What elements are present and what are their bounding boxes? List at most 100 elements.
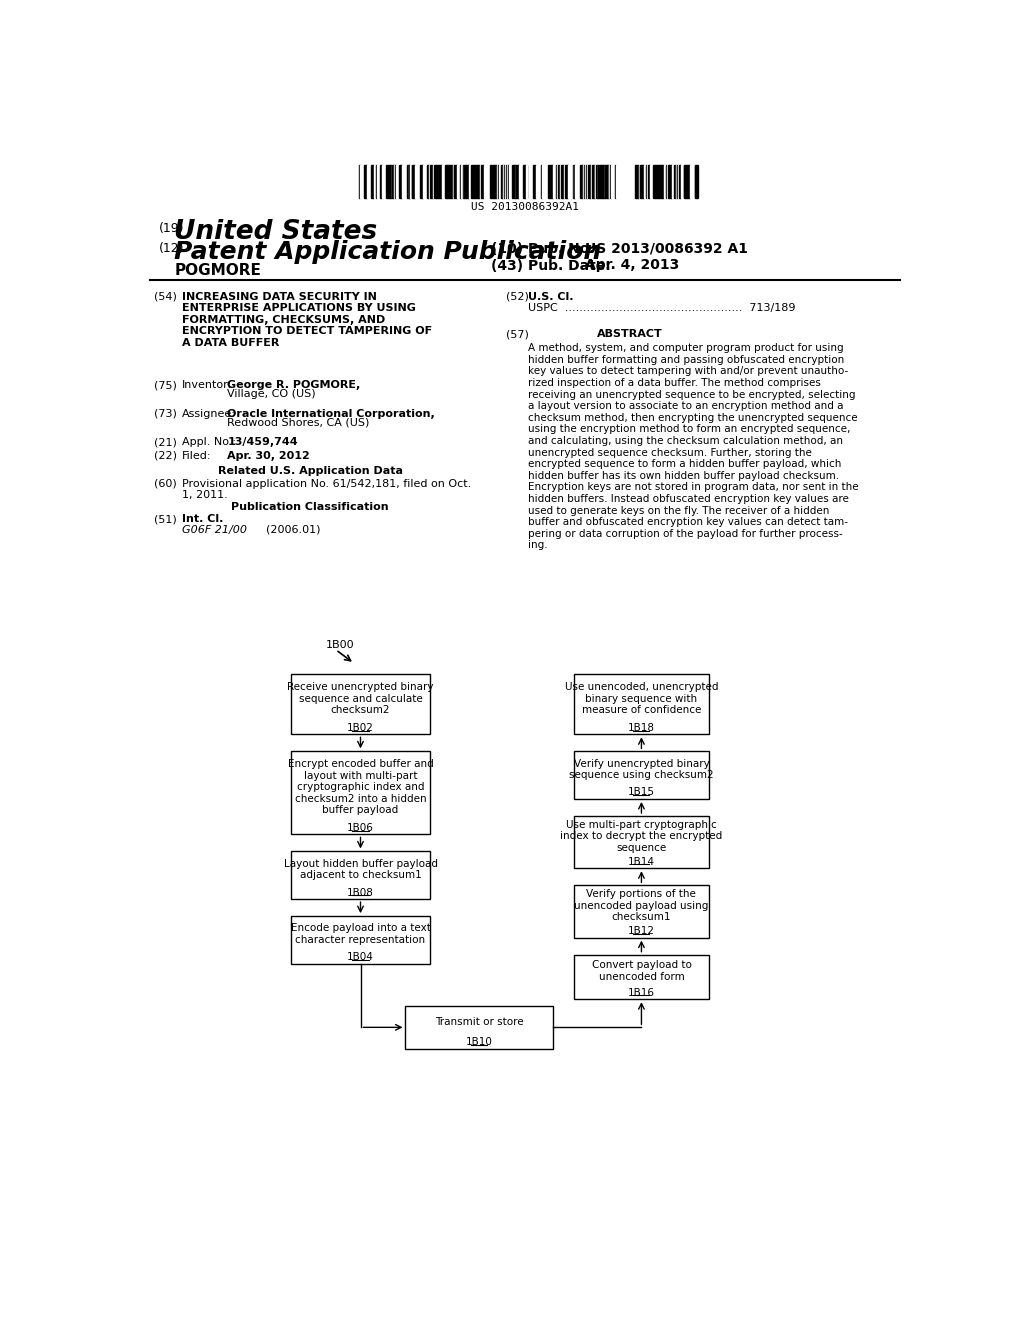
Text: Publication Classification: Publication Classification: [231, 502, 389, 512]
Bar: [630, 165, 633, 198]
Bar: [648, 165, 649, 198]
Bar: [527, 165, 528, 198]
Bar: [601, 165, 602, 198]
Bar: [382, 165, 385, 198]
Bar: [644, 165, 646, 198]
Bar: [410, 165, 412, 198]
Bar: [625, 165, 627, 198]
Bar: [481, 165, 483, 198]
Bar: [378, 165, 380, 198]
Bar: [590, 165, 592, 198]
Text: (19): (19): [159, 222, 184, 235]
Bar: [385, 165, 386, 198]
Bar: [534, 165, 536, 198]
Text: 1B08: 1B08: [347, 887, 374, 898]
Bar: [582, 165, 583, 198]
Text: Oracle International Corporation,: Oracle International Corporation,: [227, 409, 435, 418]
Bar: [386, 165, 388, 198]
Text: (10) Pub. No.:: (10) Pub. No.:: [490, 242, 600, 256]
Bar: [475, 165, 477, 198]
Bar: [377, 165, 378, 198]
Bar: [550, 165, 552, 198]
Bar: [536, 165, 538, 198]
Bar: [573, 886, 710, 937]
Bar: [686, 165, 688, 198]
Text: Layout hidden buffer payload
adjacent to checksum1: Layout hidden buffer payload adjacent to…: [284, 859, 437, 880]
Bar: [492, 165, 493, 198]
Bar: [672, 165, 675, 198]
Bar: [399, 165, 400, 198]
Bar: [372, 165, 373, 198]
Bar: [390, 165, 391, 198]
Text: Verify unencrypted binary
sequence using checksum2: Verify unencrypted binary sequence using…: [569, 759, 714, 780]
Text: Receive unencrypted binary
sequence and calculate
checksum2: Receive unencrypted binary sequence and …: [288, 682, 434, 715]
Bar: [291, 751, 430, 834]
Bar: [580, 165, 582, 198]
Bar: [418, 165, 420, 198]
Bar: [357, 165, 359, 198]
Text: (12): (12): [159, 242, 184, 255]
Bar: [439, 165, 442, 198]
Bar: [510, 165, 512, 198]
Text: Apr. 30, 2012: Apr. 30, 2012: [227, 451, 310, 461]
Bar: [367, 165, 369, 198]
Text: INCREASING DATA SECURITY IN
ENTERPRISE APPLICATIONS BY USING
FORMATTING, CHECKSU: INCREASING DATA SECURITY IN ENTERPRISE A…: [182, 292, 432, 348]
Bar: [425, 165, 427, 198]
Text: (57): (57): [506, 330, 529, 339]
Text: US 2013/0086392 A1: US 2013/0086392 A1: [586, 242, 749, 256]
Bar: [548, 165, 550, 198]
Bar: [545, 165, 547, 198]
Bar: [575, 165, 579, 198]
Text: US 20130086392A1: US 20130086392A1: [471, 202, 579, 211]
Bar: [480, 165, 481, 198]
Bar: [646, 165, 647, 198]
Text: Verify portions of the
unencoded payload using
checksum1: Verify portions of the unencoded payload…: [574, 890, 709, 923]
Bar: [508, 165, 509, 198]
Text: (2006.01): (2006.01): [266, 525, 321, 535]
Bar: [690, 165, 692, 198]
Bar: [434, 165, 435, 198]
Text: Use multi-part cryptographic
index to decrypt the encrypted
sequence: Use multi-part cryptographic index to de…: [560, 820, 723, 853]
Bar: [643, 165, 644, 198]
Bar: [451, 165, 453, 198]
Text: Encode payload into a text
character representation: Encode payload into a text character rep…: [291, 924, 430, 945]
Bar: [407, 165, 409, 198]
Bar: [662, 165, 664, 198]
Bar: [538, 165, 541, 198]
Bar: [397, 165, 399, 198]
Text: ABSTRACT: ABSTRACT: [597, 330, 664, 339]
Text: 1B00: 1B00: [326, 640, 354, 649]
Bar: [291, 675, 430, 734]
Text: U.S. Cl.: U.S. Cl.: [528, 292, 573, 301]
Bar: [568, 165, 570, 198]
Bar: [640, 165, 642, 198]
Text: 1B06: 1B06: [347, 822, 374, 833]
Text: (21): (21): [154, 437, 176, 447]
Bar: [359, 165, 362, 198]
Text: 1B02: 1B02: [347, 723, 374, 733]
Text: Filed:: Filed:: [182, 451, 212, 461]
Bar: [543, 165, 545, 198]
Bar: [614, 165, 616, 198]
Text: Village, CO (US): Village, CO (US): [227, 389, 315, 400]
Bar: [369, 165, 372, 198]
Bar: [584, 165, 586, 198]
Bar: [404, 165, 407, 198]
Bar: [593, 165, 595, 198]
Bar: [657, 165, 658, 198]
Bar: [413, 165, 415, 198]
Bar: [403, 165, 404, 198]
Bar: [589, 165, 590, 198]
Text: 1B15: 1B15: [628, 788, 655, 797]
Text: Inventor:: Inventor:: [182, 380, 232, 391]
Bar: [554, 165, 556, 198]
Bar: [460, 165, 461, 198]
Text: (54): (54): [154, 292, 176, 301]
Bar: [692, 165, 694, 198]
Bar: [675, 165, 676, 198]
Bar: [464, 165, 466, 198]
Text: USPC  .................................................  713/189: USPC ...................................…: [528, 304, 796, 313]
Bar: [469, 165, 471, 198]
Bar: [431, 165, 432, 198]
Bar: [365, 165, 367, 198]
